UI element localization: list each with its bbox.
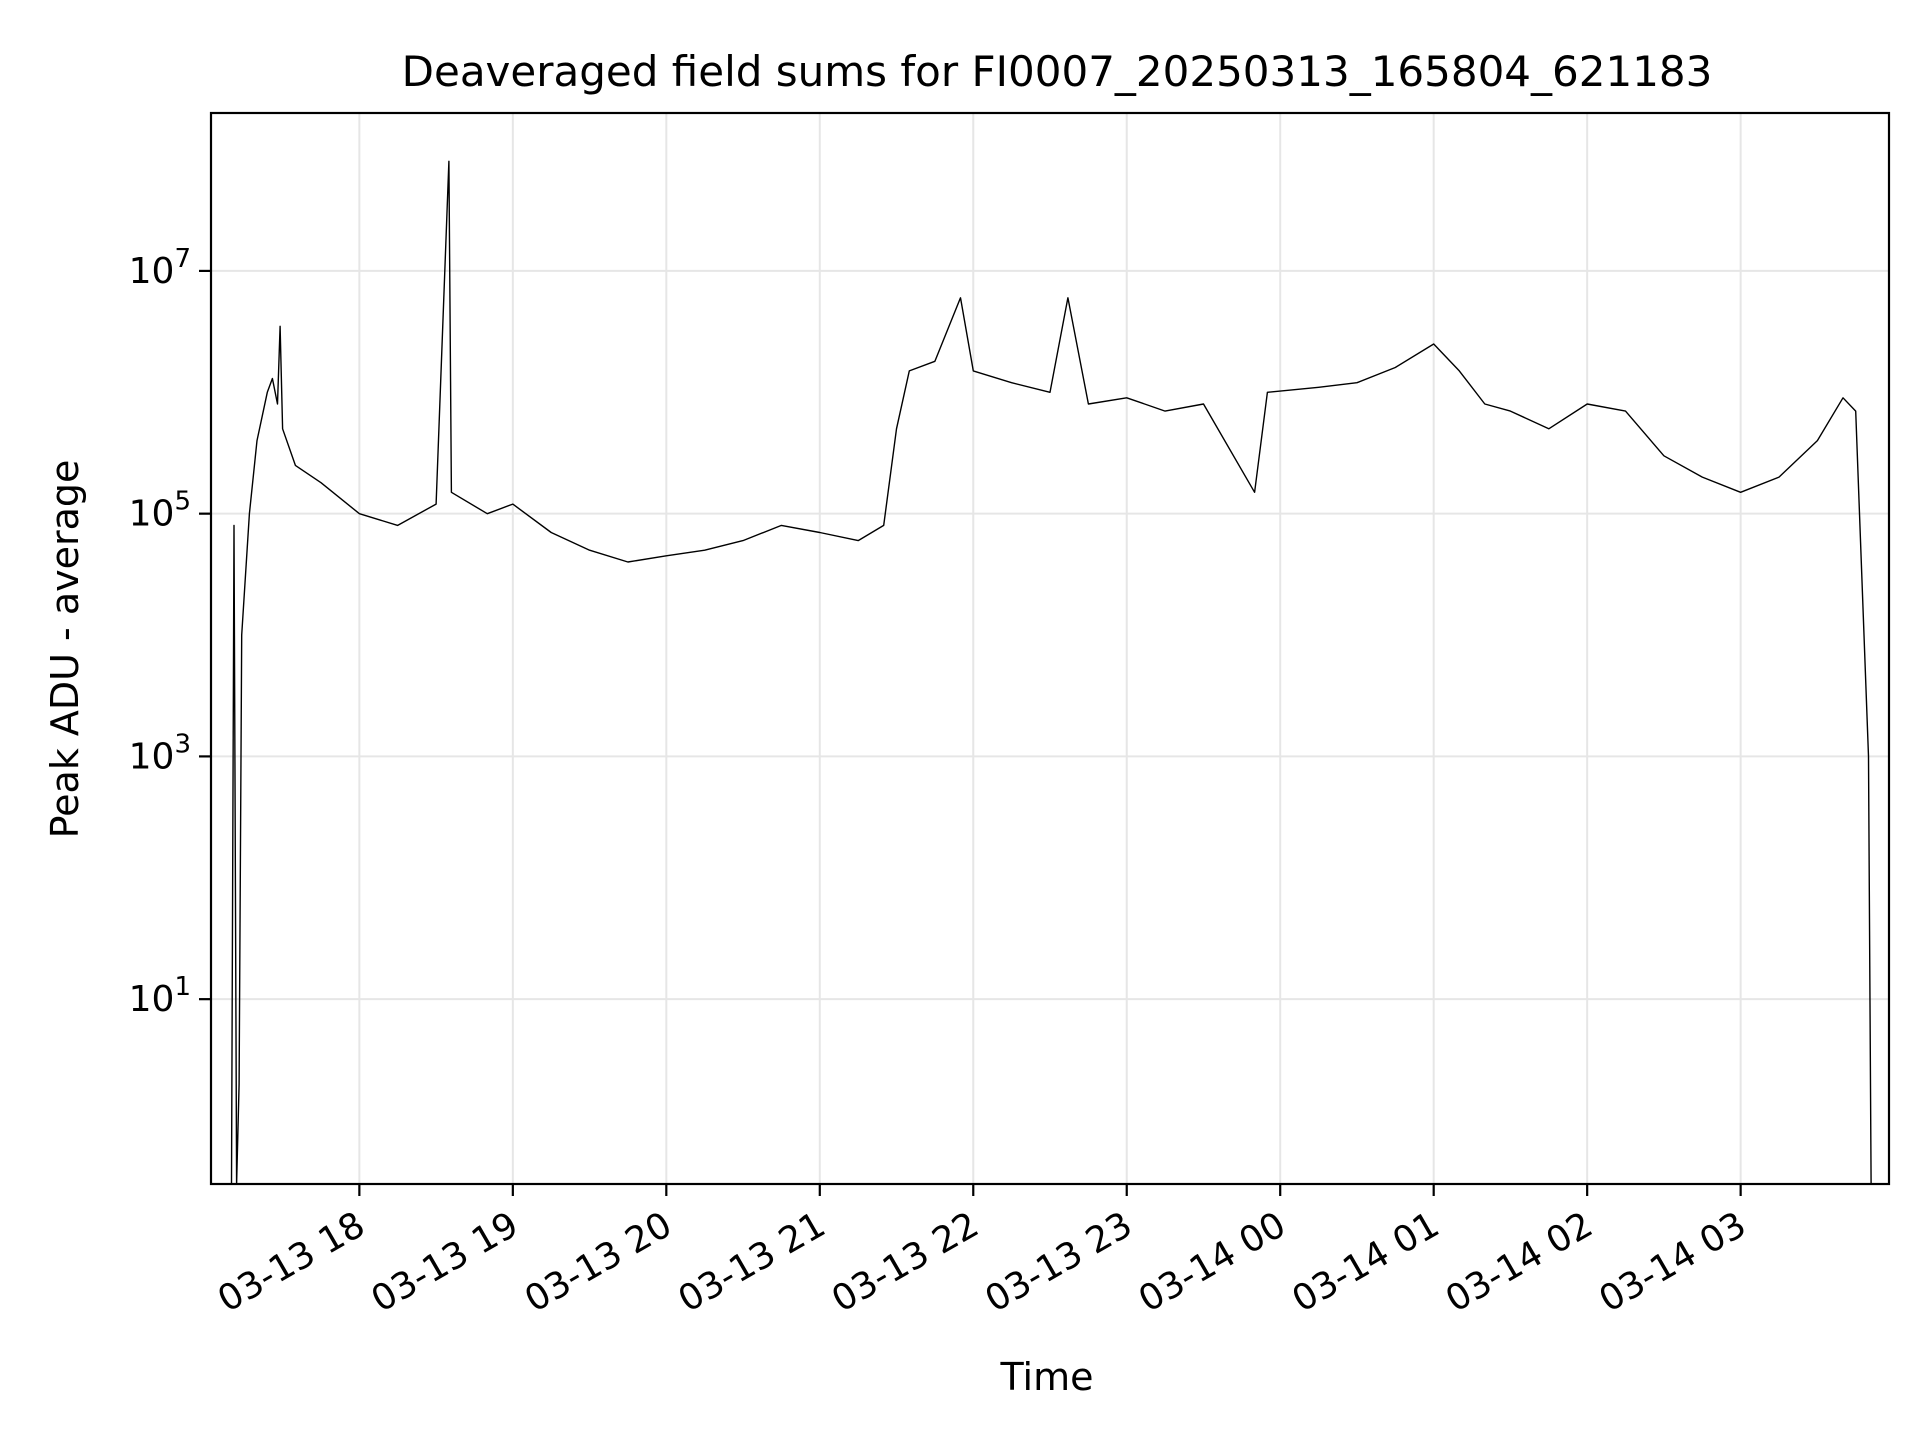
series-layer (230, 160, 1872, 1185)
y-tick-label: 105 (129, 487, 191, 535)
y-tick-label: 107 (129, 244, 191, 292)
series-line (230, 160, 1872, 1185)
y-tick-label: 103 (129, 729, 191, 777)
plot-frame (209, 111, 1891, 1186)
grid (211, 113, 1889, 1184)
y-axis: 101 103 105 107 (129, 244, 211, 1020)
chart-title: Deaveraged field sums for FI0007_2025031… (402, 47, 1713, 96)
y-tick-label: 101 (129, 972, 191, 1020)
y-axis-label: Peak ADU - average (43, 460, 87, 839)
x-axis-label: Time (1000, 1355, 1094, 1399)
